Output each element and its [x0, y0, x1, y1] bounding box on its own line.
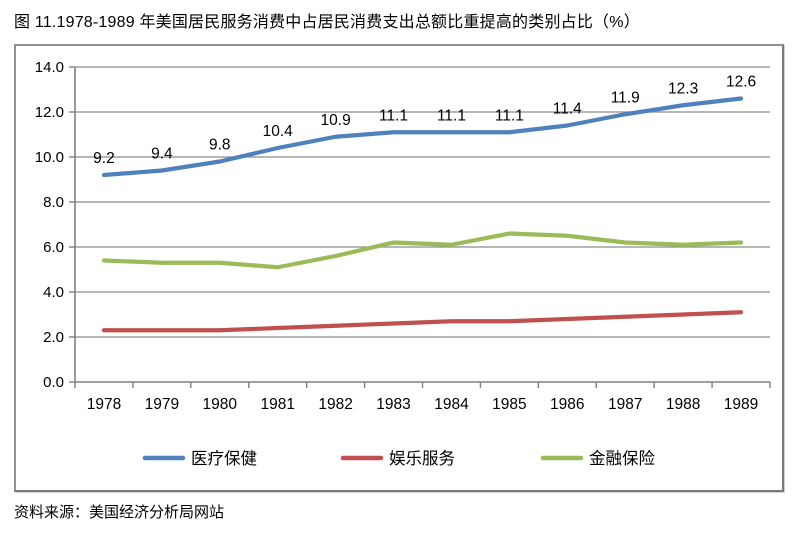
x-tick-label: 1987	[608, 396, 642, 413]
chart-title: 图 11.1978-1989 年美国居民服务消费中占居民消费支出总额比重提高的类…	[14, 14, 640, 31]
y-tick-label: 2.0	[43, 329, 64, 346]
x-tick-label: 1982	[318, 396, 352, 413]
y-tick-label: 14.0	[35, 59, 64, 76]
legend-label-医疗保健: 医疗保健	[191, 449, 257, 468]
chart-canvas: 0.0 2.0 4.0 6.0 8.0 10.0 12.0 14.0 1978 1979 1980 1…	[35, 59, 771, 468]
y-tick-label: 6.0	[43, 239, 64, 256]
data-label: 10.4	[263, 123, 294, 140]
data-label: 10.9	[321, 112, 351, 129]
data-label: 11.9	[611, 89, 640, 106]
y-tick-label: 12.0	[35, 104, 64, 121]
data-label: 11.1	[379, 107, 408, 124]
x-tick-label: 1989	[724, 396, 758, 413]
data-label: 9.2	[93, 150, 115, 167]
series-line-娱乐服务	[101, 310, 744, 333]
data-label: 9.8	[209, 137, 231, 154]
y-tick-label: 0.0	[43, 374, 64, 391]
x-tick-label: 1983	[376, 396, 410, 413]
legend-label-金融保险: 金融保险	[589, 449, 656, 468]
data-label: 12.3	[668, 80, 698, 97]
y-tick-label: 10.0	[35, 149, 64, 166]
y-tick-label: 4.0	[43, 284, 64, 301]
x-tick-label: 1985	[492, 396, 526, 413]
data-label: 11.1	[495, 107, 524, 124]
data-label: 9.4	[151, 146, 173, 163]
source-note: 资料来源：美国经济分析局网站	[14, 504, 225, 521]
x-tick-label: 1979	[145, 396, 179, 413]
x-tick-label: 1986	[550, 396, 584, 413]
x-tick-label: 1978	[87, 396, 121, 413]
y-tick-label: 8.0	[43, 194, 64, 211]
x-tick-label: 1984	[434, 396, 469, 413]
data-label: 11.1	[437, 107, 466, 124]
series-line-医疗保健	[101, 96, 744, 178]
series-line-金融保险	[101, 231, 744, 270]
data-label: 11.4	[553, 101, 582, 118]
x-tick-label: 1980	[203, 396, 238, 413]
x-tick-label: 1981	[260, 396, 294, 413]
x-tick-label: 1988	[666, 396, 700, 413]
chart-frame: 0.0 2.0 4.0 6.0 8.0 10.0 12.0 14.0 1978 1979 1980 1…	[14, 44, 784, 492]
legend-label-娱乐服务: 娱乐服务	[389, 449, 455, 468]
data-label: 12.6	[726, 74, 756, 91]
